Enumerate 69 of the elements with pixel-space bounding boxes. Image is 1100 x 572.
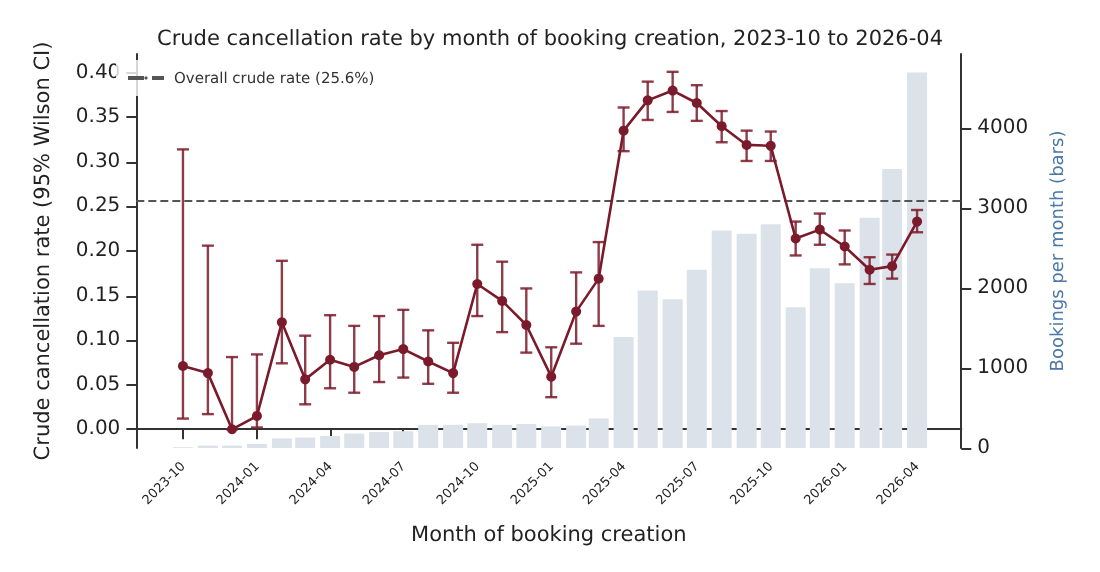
point [521,319,532,330]
bar [662,299,683,448]
point [251,410,262,421]
bar [369,432,390,448]
point [716,121,727,132]
y-axis-title: Crude cancellation rate (95% Wilson CI) [31,41,55,461]
y-tick-label: 0.00 [75,418,121,441]
bar [393,431,414,448]
point [814,224,825,235]
point [374,350,385,361]
y2-tick-label: 2000 [977,277,1029,300]
point [398,344,409,355]
y2-tick-label: 4000 [977,117,1029,140]
point [642,95,653,106]
bar [613,336,634,448]
bar [809,268,830,448]
point [765,140,776,151]
point [177,360,188,371]
point [790,233,801,244]
point [497,295,508,306]
y2-tick-label: 3000 [977,197,1029,220]
point [276,317,287,328]
point [741,139,752,150]
chart-title: Crude cancellation rate by month of booking creation, 2023-10 to 2026-04 [156,27,944,51]
point [839,241,850,252]
bar [344,433,365,448]
y2-tick-label: 0 [977,437,991,459]
point [202,368,213,379]
bar [637,290,658,448]
x-axis-title: Month of booking creation [411,523,687,547]
bar [418,424,439,448]
bar [492,424,513,448]
bar [541,426,562,448]
y-tick-label: 0.25 [75,195,121,218]
bar [443,424,464,448]
bar [907,72,928,448]
point [325,354,336,365]
y-tick-label: 0.20 [75,240,121,262]
point [887,261,898,272]
point [349,361,360,372]
y2-axis-title: Bookings per month (bars) [1049,130,1069,372]
bar [516,424,537,448]
point [593,273,604,284]
point [912,216,923,227]
point [571,306,582,317]
y-tick-label: 0.40 [75,61,121,84]
bar [834,283,855,448]
bar [467,423,488,448]
y-tick-label: 0.30 [75,150,121,173]
bar [711,230,732,448]
y-tick-label: 0.05 [75,373,121,396]
bar [785,307,806,448]
y-tick-label: 0.35 [75,106,121,129]
bar [686,269,707,448]
point [618,125,629,136]
y-tick-label: 0.15 [75,284,121,307]
point [300,374,311,385]
point [691,98,702,109]
point [448,368,459,379]
bar [760,224,781,448]
point [546,371,557,382]
y-tick-label: 0.10 [75,329,121,352]
point [667,85,678,96]
point [864,264,875,275]
y2-tick-label: 1000 [977,357,1029,380]
point [423,356,434,367]
point [472,278,483,289]
bar [736,233,757,448]
bar [320,436,341,448]
